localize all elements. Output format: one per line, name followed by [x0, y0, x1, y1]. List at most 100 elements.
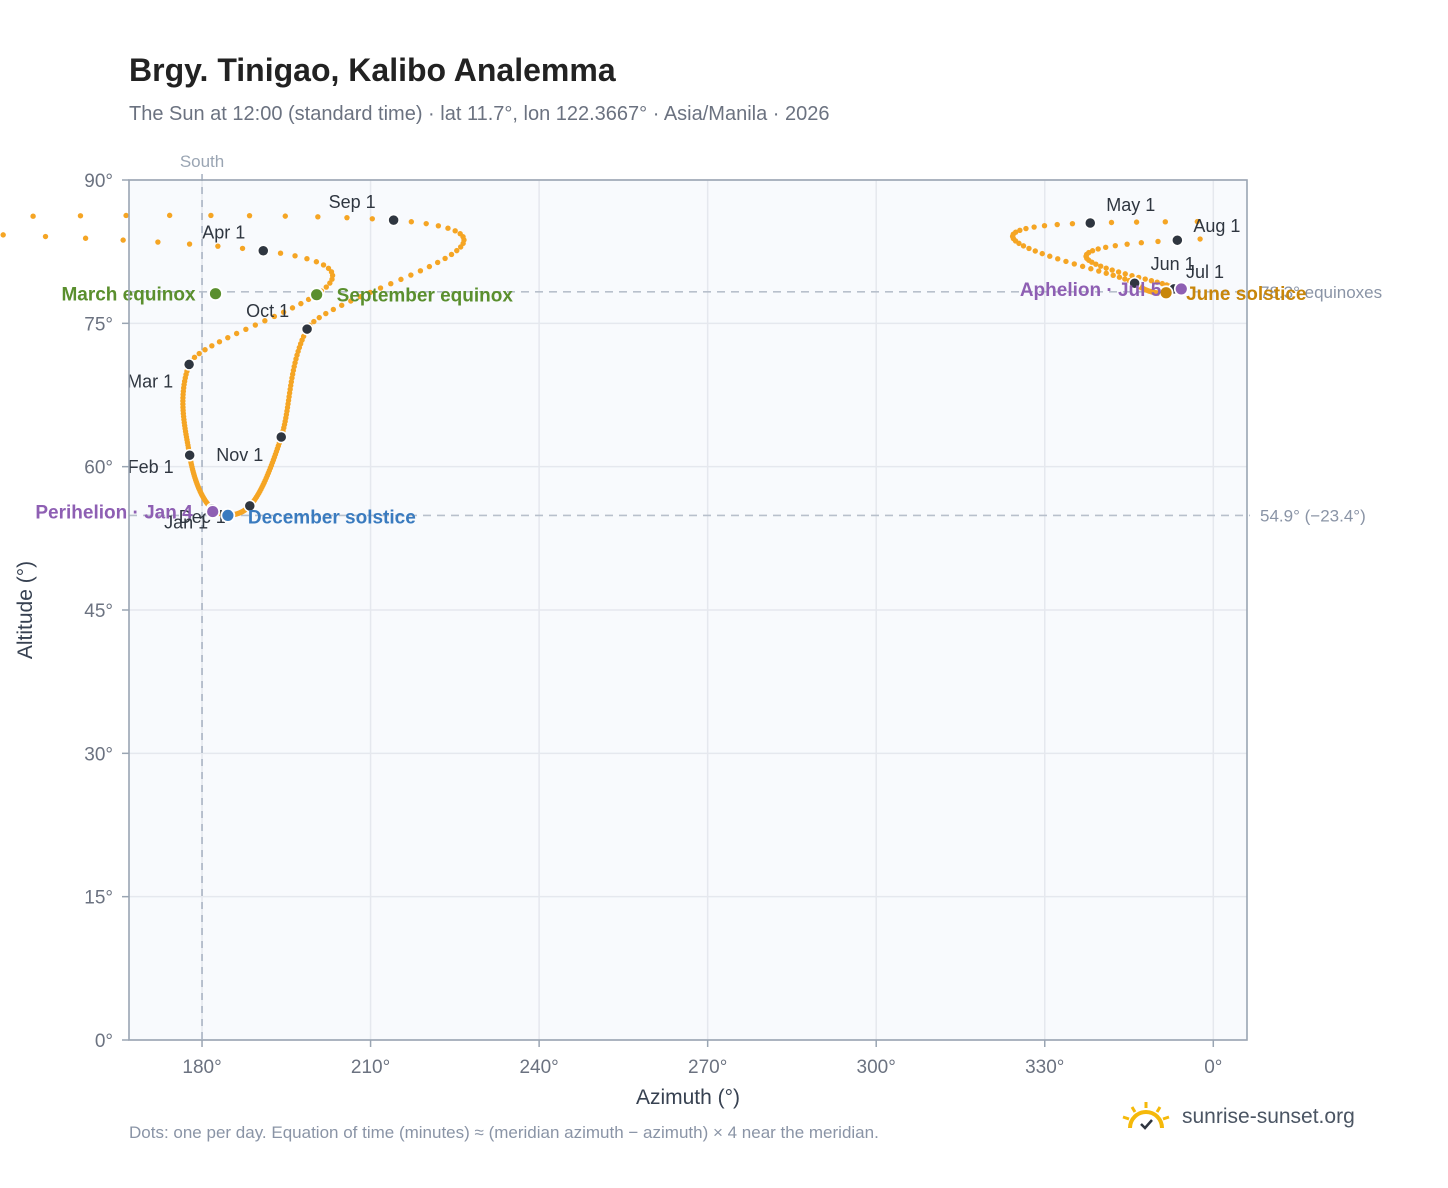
y-tick-label: 90°: [84, 171, 113, 192]
event-markers: March equinox September equinox June solst…: [35, 280, 1306, 528]
month-marker-label: Nov 1: [216, 445, 263, 465]
analemma-day-point: [1124, 241, 1130, 247]
analemma-day-point: [1102, 244, 1109, 250]
analemma-day-point: [1138, 240, 1145, 246]
month-marker-dot[interactable]: [257, 244, 270, 257]
analemma-day-point: [311, 318, 317, 325]
analemma-day-point: [233, 330, 240, 337]
analemma-day-point: [1020, 243, 1027, 249]
analemma-day-point: [1016, 240, 1022, 247]
analemma-day-point: [246, 212, 253, 219]
event-marker-dot[interactable]: [1173, 281, 1189, 297]
reference-line-label: 54.9° (−23.4°): [1260, 506, 1366, 525]
month-marker-dot[interactable]: [1171, 233, 1184, 247]
analemma-day-point: [239, 245, 246, 252]
month-marker-label: Feb 1: [128, 457, 174, 477]
x-tick-label: 300°: [857, 1057, 896, 1078]
analemma-day-point: [316, 314, 322, 321]
analemma-day-point: [417, 268, 424, 274]
analemma-day-point: [1142, 276, 1148, 282]
analemma-day-point: [191, 354, 198, 361]
month-marker-dot[interactable]: [275, 430, 288, 444]
month-marker-dot[interactable]: [243, 499, 257, 513]
brand-name: sunrise-sunset.org: [1182, 1105, 1355, 1128]
month-marker-dot[interactable]: [182, 358, 196, 371]
analemma-day-point: [292, 253, 298, 259]
analemma-day-point: [328, 269, 335, 275]
analemma-day-point: [323, 310, 329, 317]
analemma-day-point: [330, 306, 337, 313]
analemma-day-point: [1069, 220, 1076, 227]
analemma-day-point: [30, 213, 36, 219]
event-marker-dot[interactable]: [208, 286, 223, 302]
analemma-day-point: [423, 220, 429, 227]
x-tick-label: 240°: [519, 1057, 558, 1078]
analemma-day-point: [304, 256, 310, 262]
analemma-day-point: [202, 347, 208, 353]
analemma-day-point: [243, 326, 249, 332]
analemma-day-point: [0, 232, 6, 238]
analemma-day-point: [252, 322, 259, 328]
month-marker-dot[interactable]: [300, 322, 314, 336]
analemma-day-point: [369, 216, 375, 222]
x-tick-label: 210°: [351, 1057, 390, 1078]
analemma-day-point: [289, 305, 296, 311]
analemma-day-point: [82, 235, 89, 241]
grid-lines: [129, 179, 1247, 1041]
month-marker-label: May 1: [1106, 195, 1155, 215]
analemma-day-point: [1079, 263, 1086, 270]
x-tick-label: 180°: [182, 1057, 221, 1078]
y-tick-label: 60°: [84, 458, 113, 479]
analemma-day-point: [1115, 269, 1122, 275]
analemma-day-point: [1055, 256, 1061, 262]
analemma-day-point: [1129, 272, 1135, 279]
month-marker-label: Apr 1: [202, 223, 245, 243]
analemma-day-point: [344, 214, 350, 221]
x-tick-label: 0°: [1204, 1057, 1222, 1078]
analemma-day-point: [282, 213, 288, 219]
month-marker-dot[interactable]: [183, 448, 196, 462]
analemma-day-point: [1031, 224, 1037, 230]
analemma-day-point: [1133, 219, 1140, 225]
analemma-day-point: [315, 214, 321, 220]
analemma-day-point: [1108, 219, 1115, 226]
analemma-day-point: [320, 262, 327, 268]
analemma-day-point: [457, 244, 464, 250]
analemma-day-point: [298, 300, 304, 307]
brand-logo[interactable]: sunrise-sunset.org: [1120, 1100, 1355, 1134]
analemma-day-point: [216, 339, 223, 345]
analemma-day-point: [442, 255, 448, 262]
analemma-day-point: [123, 212, 129, 219]
meridian-label: South: [180, 152, 224, 171]
event-marker-dot[interactable]: [1158, 285, 1174, 301]
analemma-day-point: [166, 212, 173, 219]
analemma-day-point: [1155, 238, 1161, 245]
analemma-day-point: [1122, 271, 1128, 277]
analemma-day-point: [1093, 261, 1099, 267]
analemma-day-point: [120, 237, 126, 243]
month-marker-dot[interactable]: [387, 213, 400, 227]
analemma-day-point: [1148, 277, 1155, 284]
x-axis-ticks: 180° 210° 240° 270° 300° 330° 0°: [182, 1040, 1222, 1078]
analemma-day-point: [452, 228, 458, 234]
analemma-day-point: [1096, 268, 1102, 274]
month-marker-dot[interactable]: [1128, 276, 1141, 290]
analemma-day-point: [434, 259, 441, 266]
analemma-day-point: [305, 296, 312, 303]
y-tick-label: 45°: [84, 601, 113, 622]
analemma-day-point: [1026, 245, 1032, 252]
event-marker-dot[interactable]: [220, 508, 236, 523]
event-marker-dot[interactable]: [309, 287, 325, 303]
analemma-day-point: [445, 225, 451, 231]
analemma-day-point: [1041, 223, 1048, 229]
y-axis-ticks: 0° 15° 30° 45° 60° 75° 90°: [84, 171, 129, 1052]
analemma-day-point: [1103, 265, 1109, 271]
event-marker-dot[interactable]: [205, 504, 221, 519]
analemma-day-point: [454, 247, 460, 254]
analemma-day-point: [388, 281, 394, 287]
analemma-day-point: [225, 334, 231, 341]
analemma-day-point: [1103, 270, 1109, 276]
analemma-day-point: [408, 272, 414, 278]
month-marker-label: Oct 1: [246, 301, 289, 321]
month-marker-dot[interactable]: [1084, 216, 1097, 230]
